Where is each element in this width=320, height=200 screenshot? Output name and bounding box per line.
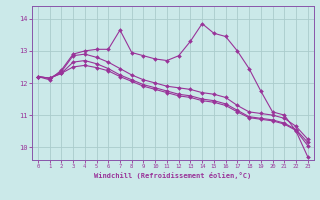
X-axis label: Windchill (Refroidissement éolien,°C): Windchill (Refroidissement éolien,°C) [94, 172, 252, 179]
